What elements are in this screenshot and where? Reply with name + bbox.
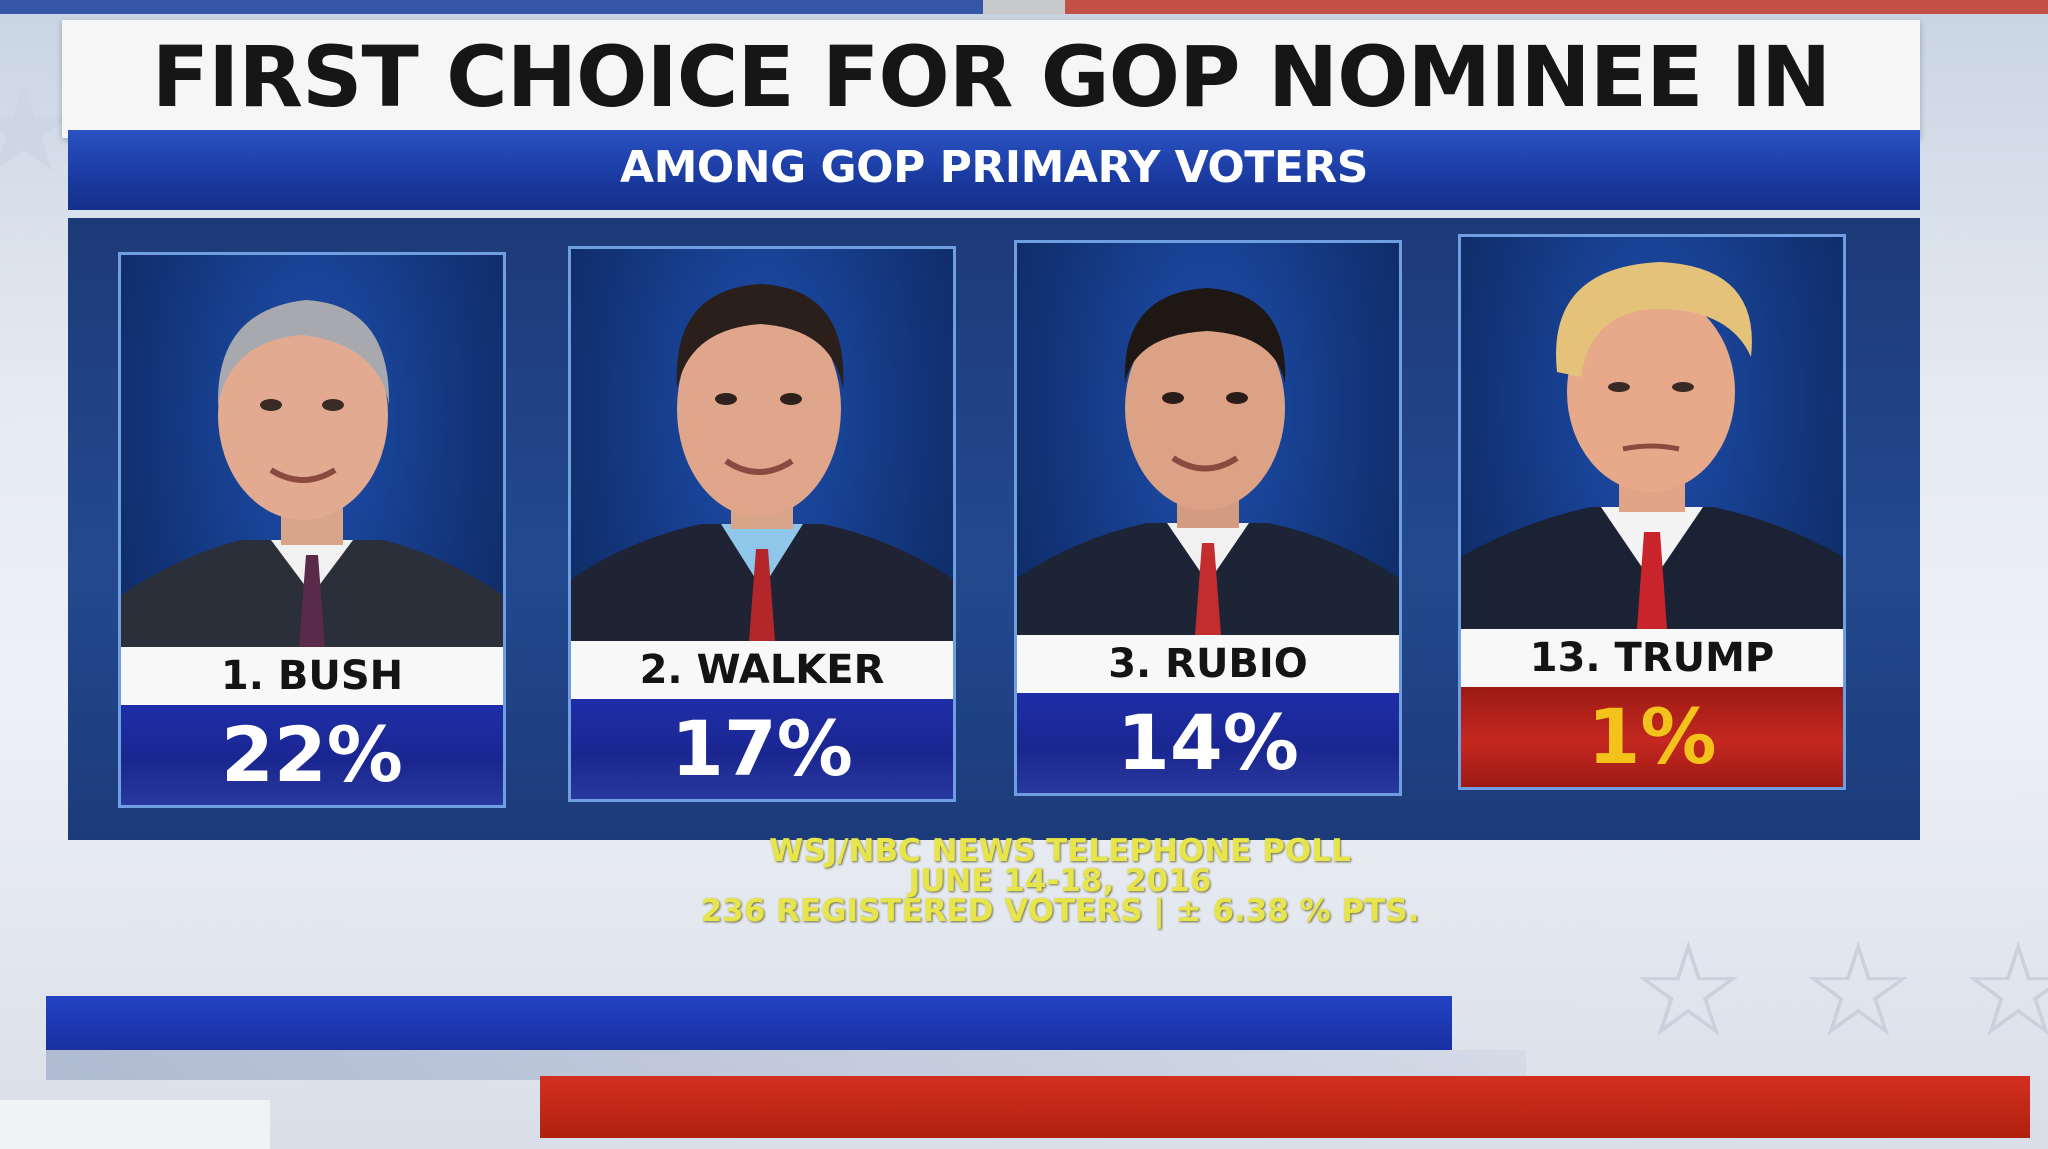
poll-graphic: FIRST CHOICE FOR GOP NOMINEE IN 2015 AMO… — [62, 20, 1920, 840]
candidates-panel: 1. BUSH 22% 2. WALKER 17% — [68, 218, 1920, 840]
subtitle-bar: AMONG GOP PRIMARY VOTERS — [68, 130, 1920, 210]
graphic-title: FIRST CHOICE FOR GOP NOMINEE IN 2015 — [151, 28, 1832, 224]
candidate-photo — [1017, 288, 1399, 635]
source-line-3: 236 REGISTERED VOTERS | ± 6.38 % PTS. — [700, 893, 1420, 929]
decorative-star-icon: ☆ — [1800, 914, 1917, 1066]
decorative-star-icon: ☆ — [1630, 914, 1747, 1066]
candidate-photo — [571, 284, 953, 641]
candidate-percentage: 17% — [571, 699, 953, 799]
decorative-star-icon: ☆ — [1960, 914, 2048, 1066]
candidate-card: 2. WALKER 17% — [568, 246, 956, 802]
candidate-card: 1. BUSH 22% — [118, 252, 506, 808]
candidate-photo — [1461, 262, 1843, 629]
candidate-card-highlighted: 13. TRUMP 1% — [1458, 234, 1846, 790]
candidate-name: 2. WALKER — [571, 641, 953, 699]
title-bar: FIRST CHOICE FOR GOP NOMINEE IN 2015 — [62, 20, 1920, 224]
candidate-photo — [121, 300, 503, 647]
graphic-subtitle: AMONG GOP PRIMARY VOTERS — [620, 142, 1368, 193]
candidate-card: 3. RUBIO 14% — [1014, 240, 1402, 796]
decorative-blue-stripe — [46, 996, 1452, 1050]
candidate-percentage: 1% — [1461, 687, 1843, 787]
source-line-2: JUNE 14-18, 2016 — [908, 863, 1212, 899]
candidate-percentage: 14% — [1017, 693, 1399, 793]
candidate-name: 1. BUSH — [121, 647, 503, 705]
poll-source: WSJ/NBC NEWS TELEPHONE POLL JUNE 14-18, … — [560, 833, 1560, 929]
candidate-name: 3. RUBIO — [1017, 635, 1399, 693]
source-line-1: WSJ/NBC NEWS TELEPHONE POLL — [769, 833, 1351, 869]
candidate-name: 13. TRUMP — [1461, 629, 1843, 687]
decorative-shadow — [46, 1050, 1526, 1080]
decorative-block — [0, 1100, 270, 1149]
decorative-red-stripe — [540, 1076, 2030, 1138]
candidate-percentage: 22% — [121, 705, 503, 805]
top-color-strip — [0, 0, 2048, 14]
